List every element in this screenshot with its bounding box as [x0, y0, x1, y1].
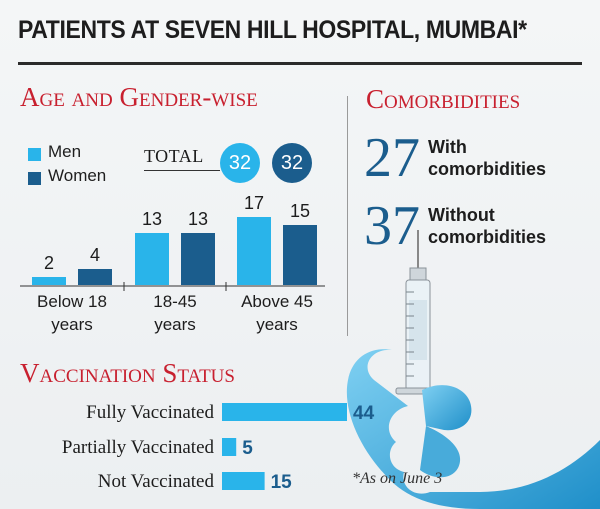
- age-gender-section-title: Age and Gender-wise: [20, 82, 258, 112]
- legend-men-swatch: [28, 148, 41, 161]
- category-label: years: [256, 315, 298, 334]
- bar-value-label: 17: [244, 193, 264, 213]
- category-label: Below 18: [37, 292, 107, 311]
- vaccination-value-label: 5: [242, 438, 253, 459]
- with-comorbidities-count: 27: [364, 127, 420, 189]
- category-label: 18-45: [153, 292, 196, 311]
- bar-value-label: 2: [44, 253, 54, 273]
- vaccination-bar: [222, 472, 265, 490]
- vaccination-category-label: Partially Vaccinated: [62, 437, 215, 458]
- bar-women-3: [283, 225, 317, 285]
- total-label: TOTAL: [144, 146, 204, 166]
- page-title: PATIENTS AT SEVEN HILL HOSPITAL, MUMBAI*: [18, 16, 527, 44]
- legend-women-label: Women: [48, 166, 107, 185]
- legend-men-label: Men: [48, 142, 82, 161]
- section-divider: [347, 96, 348, 336]
- vaccination-bar: [222, 438, 237, 456]
- bar-value-label: 13: [142, 209, 162, 229]
- comorbidities-section-title: Comorbidities: [366, 84, 521, 114]
- gloved-hand-syringe-illustration: [346, 230, 600, 509]
- category-label: Above 45: [241, 292, 313, 311]
- bar-value-label: 13: [188, 209, 208, 229]
- bar-men-3: [237, 217, 271, 285]
- vaccination-section-title: Vaccination Status: [20, 358, 235, 388]
- gloved-hand-icon: [346, 349, 600, 509]
- vaccination-category-label: Not Vaccinated: [98, 471, 215, 492]
- total-men-bubble: 32: [220, 143, 260, 183]
- without-comorbidities-label: Without comorbidities: [428, 205, 547, 247]
- with-comorbidities-label: With comorbidities: [428, 137, 547, 179]
- title-divider: [18, 62, 582, 65]
- bar-men-1: [32, 277, 66, 285]
- total-underline: [144, 170, 220, 171]
- bar-women-1: [78, 269, 112, 285]
- vaccination-category-label: Fully Vaccinated: [86, 402, 214, 423]
- vaccination-bar: [222, 403, 347, 421]
- bar-value-label: 4: [90, 245, 100, 265]
- bar-men-2: [135, 233, 169, 285]
- legend-women-swatch: [28, 172, 41, 185]
- vaccination-value-label: 15: [271, 472, 293, 493]
- vaccination-value-label: 44: [353, 403, 375, 424]
- bar-women-2: [181, 233, 215, 285]
- category-label: years: [154, 315, 196, 334]
- total-women-bubble: 32: [272, 143, 312, 183]
- date-footnote: *As on June 3: [352, 470, 443, 487]
- without-comorbidities-count: 37: [364, 195, 420, 257]
- category-label: years: [51, 315, 93, 334]
- bar-value-label: 15: [290, 201, 310, 221]
